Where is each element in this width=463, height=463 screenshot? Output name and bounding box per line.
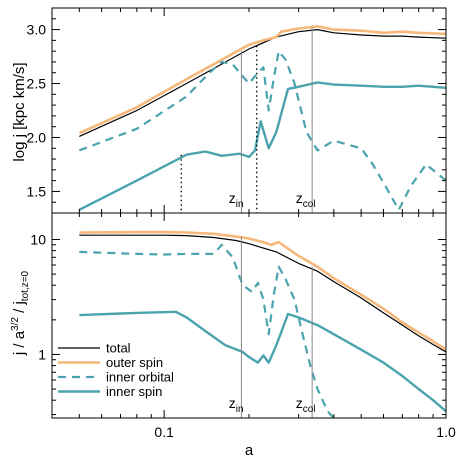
bottom-xlabel: a — [245, 442, 254, 459]
annotation-z-sub: in — [236, 404, 244, 415]
top-annotation-z-col: zcol — [296, 190, 316, 210]
bottom-annotations-group: zin zcol — [229, 395, 316, 415]
annotation-z-main: z — [296, 190, 303, 206]
top-series-inner-spin — [78, 81, 446, 211]
top-series-total — [79, 29, 446, 137]
bottom-series-group — [79, 230, 446, 418]
top-annotations-group: zin zcol — [229, 190, 316, 210]
top-ticks-group: 1.5 2.0 2.5 3.0 — [27, 8, 447, 213]
bottom-xtick-label: 0.1 — [154, 424, 174, 440]
top-plot-frame — [51, 7, 447, 214]
bottom-markers-group — [240, 236, 313, 418]
annotation-z-sub: in — [236, 199, 244, 210]
annotation-z-main: z — [229, 190, 236, 206]
bottom-ytick-label: 1 — [38, 346, 46, 362]
bottom-ylabel-part-d: tot,z=0 — [20, 270, 31, 301]
annotation-z-main: z — [229, 395, 236, 411]
top-ytick-label: 2.5 — [27, 76, 47, 92]
annotation-z-sub: col — [303, 199, 316, 210]
legend-label-outer-spin: outer spin — [106, 355, 163, 370]
bottom-ticks-group: 1 10 0.1 1.0 — [30, 213, 456, 440]
legend-label-inner-spin: inner spin — [106, 384, 162, 399]
top-markers-group — [180, 27, 313, 213]
top-panel: zin zcol 1.52.02.53.0 log j [kpc km/s] — [11, 7, 447, 214]
top-series-group — [78, 24, 446, 211]
bottom-annotation-z-in: zin — [229, 395, 244, 415]
top-annotation-z-in: zin — [229, 190, 244, 210]
annotation-z-main: z — [296, 395, 303, 411]
top-ylabel: log j [kpc km/s] — [11, 62, 28, 161]
bottom-ytick-label: 10 — [30, 231, 46, 247]
bottom-ylabel-part-b: 3/2 — [10, 317, 21, 331]
bottom-series-total — [79, 234, 446, 353]
legend-label-inner-orbital: inner orbital — [106, 370, 174, 385]
top-ytick-label: 2.0 — [27, 129, 47, 145]
bottom-xtick-label: 1.0 — [436, 424, 456, 440]
bottom-series-inner-orbital — [79, 243, 335, 418]
top-ytick-label: 3.0 — [27, 22, 47, 38]
top-ytick-label: 1.5 — [27, 183, 47, 199]
bottom-series-inner-spin — [79, 310, 446, 413]
bottom-ylabel: j / a3/2 / jtot,z=0 — [10, 270, 31, 356]
top-series-inner-orbital — [78, 50, 446, 211]
bottom-annotation-z-col: zcol — [296, 395, 316, 415]
bottom-ylabel-part-a: j / a — [11, 330, 28, 356]
top-series-outer-spin — [78, 24, 446, 135]
annotation-z-sub: col — [303, 404, 316, 415]
bottom-plot-frame — [51, 212, 447, 419]
bottom-ylabel-part-c: / j — [11, 301, 28, 317]
legend-label-total: total — [106, 341, 131, 356]
bottom-series-outer-spin — [79, 230, 446, 351]
